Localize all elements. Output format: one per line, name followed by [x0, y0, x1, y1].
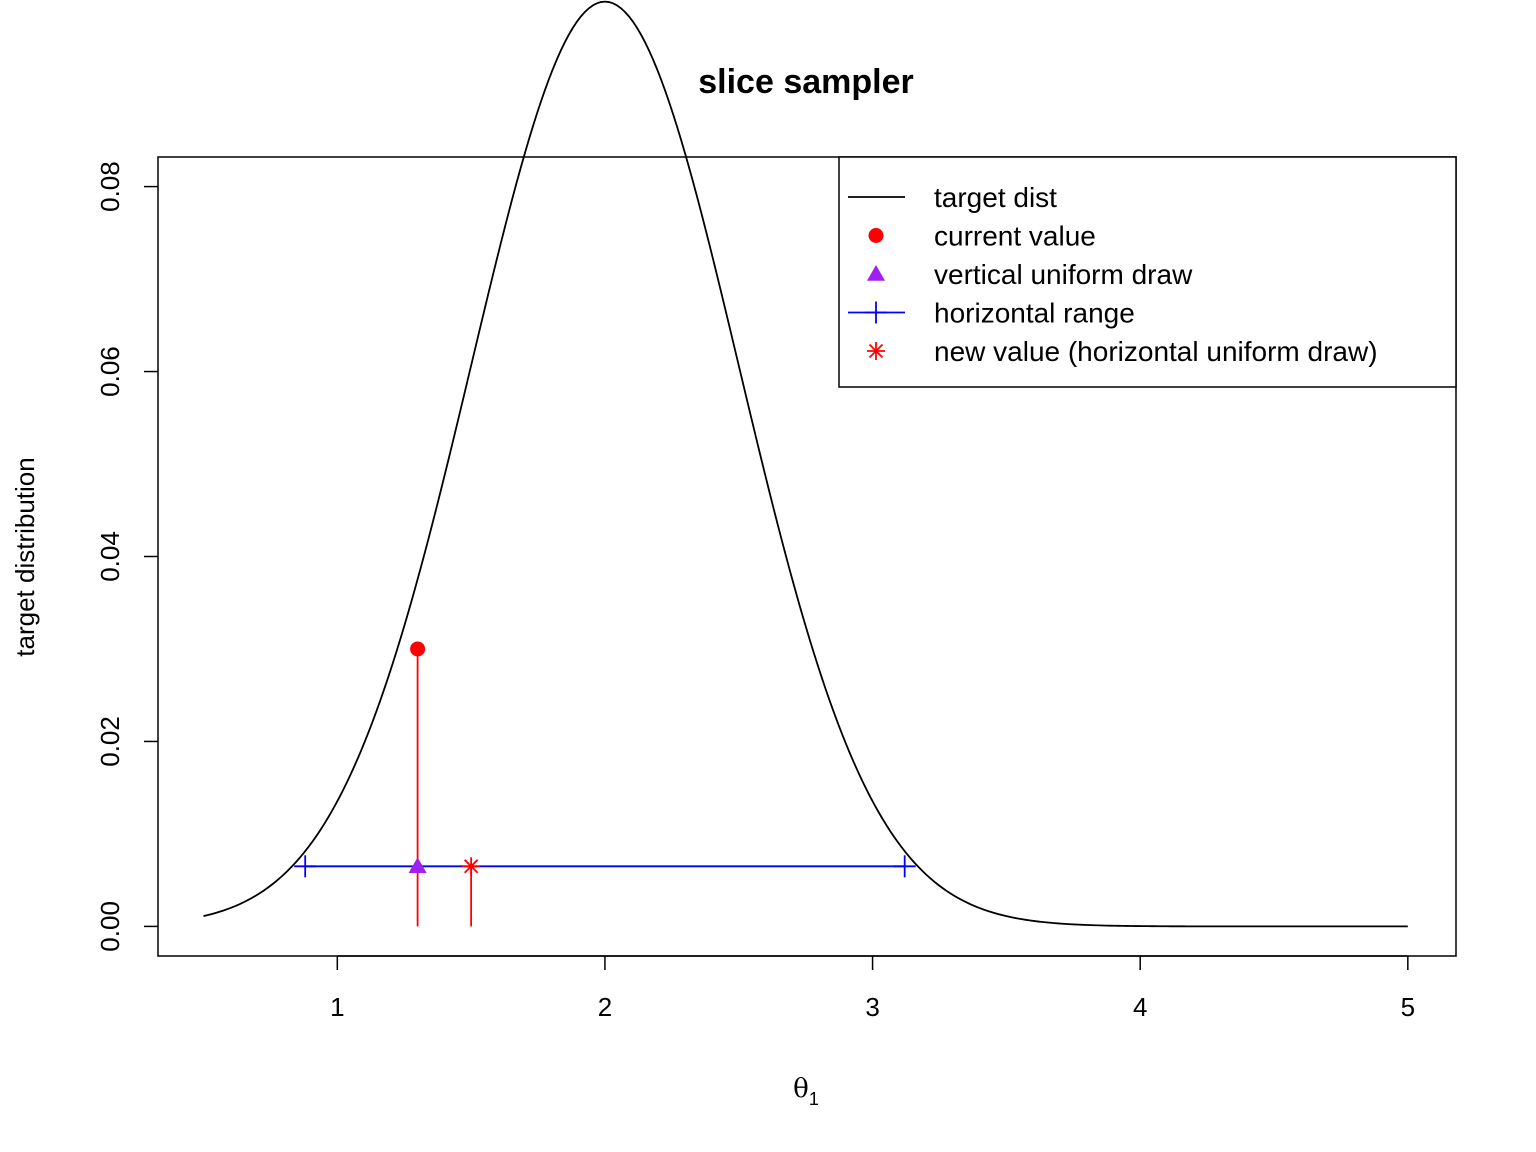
y-tick-label: 0.02 [95, 716, 125, 767]
x-axis-label: θ1 [793, 1074, 819, 1109]
legend-label: horizontal range [934, 298, 1135, 329]
y-axis-label: target distribution [10, 457, 40, 656]
legend-plus-symbol [865, 301, 887, 324]
x-axis-label-symbol: θ [793, 1074, 809, 1104]
legend-item: vertical uniform draw [867, 259, 1193, 290]
legend-label: vertical uniform draw [934, 259, 1193, 290]
legend-item: target dist [848, 182, 1057, 213]
point-asterisk-d2 [464, 859, 479, 874]
legend-label: current value [934, 221, 1096, 252]
legend-item: current value [868, 221, 1096, 252]
horizontal-range-left-marker [294, 855, 317, 878]
target-dist-curve [203, 0, 1408, 928]
legend-label: target dist [934, 182, 1057, 213]
y-tick-label: 0.06 [95, 346, 125, 397]
legend-symbol-d2 [868, 343, 884, 359]
legend: target dist current value vertical uniform… [838, 156, 1457, 388]
point-filled-triangle [408, 857, 427, 874]
legend-symbol [867, 265, 885, 281]
legend-label: new value (horizontal uniform draw) [934, 336, 1378, 367]
axes: 1 2 3 4 5 0.00 0.02 0.04 0.06 0.08 [95, 156, 1457, 1022]
legend-symbol [868, 228, 884, 243]
legend-item: new value (horizontal uniform draw) [867, 336, 1378, 367]
plot-area [203, 0, 1408, 928]
x-axis-label-subscript: 1 [809, 1089, 819, 1109]
x-tick-label: 2 [598, 992, 612, 1022]
legend-box [838, 156, 1457, 388]
y-tick-label: 0.08 [95, 161, 125, 212]
horizontal-range-right-marker [893, 855, 916, 878]
y-tick-label: 0.04 [95, 531, 125, 582]
point-asterisk [462, 857, 481, 876]
x-tick-label: 5 [1401, 992, 1415, 1022]
legend-symbol [867, 342, 885, 360]
y-tick-label: 0.00 [95, 901, 125, 952]
legend-item: horizontal range [848, 298, 1135, 329]
x-tick-label: 4 [1133, 992, 1147, 1022]
chart-title: slice sampler [698, 63, 913, 101]
point-filled-circle [410, 641, 426, 657]
x-tick-label: 3 [865, 992, 879, 1022]
x-tick-label: 1 [330, 992, 344, 1022]
